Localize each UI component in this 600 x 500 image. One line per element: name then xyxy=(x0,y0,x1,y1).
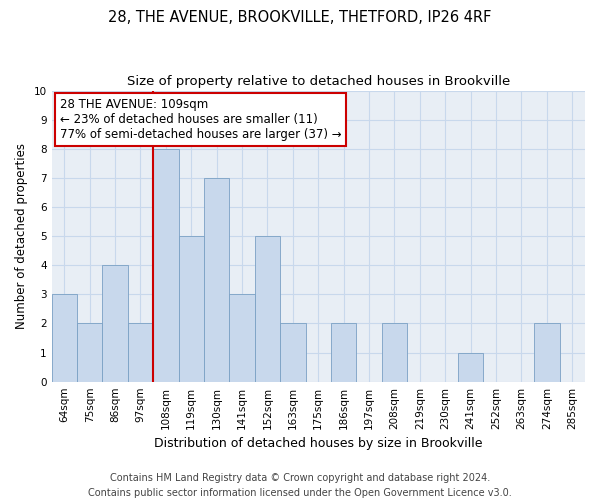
Bar xyxy=(331,324,356,382)
Text: 28 THE AVENUE: 109sqm
← 23% of detached houses are smaller (11)
77% of semi-deta: 28 THE AVENUE: 109sqm ← 23% of detached … xyxy=(59,98,341,141)
Bar xyxy=(534,324,560,382)
Bar xyxy=(458,352,484,382)
X-axis label: Distribution of detached houses by size in Brookville: Distribution of detached houses by size … xyxy=(154,437,482,450)
Text: Contains HM Land Registry data © Crown copyright and database right 2024.
Contai: Contains HM Land Registry data © Crown c… xyxy=(88,472,512,498)
Bar xyxy=(280,324,305,382)
Bar xyxy=(103,265,128,382)
Bar xyxy=(382,324,407,382)
Bar xyxy=(204,178,229,382)
Bar xyxy=(77,324,103,382)
Title: Size of property relative to detached houses in Brookville: Size of property relative to detached ho… xyxy=(127,75,510,88)
Bar xyxy=(128,324,153,382)
Bar xyxy=(255,236,280,382)
Text: 28, THE AVENUE, BROOKVILLE, THETFORD, IP26 4RF: 28, THE AVENUE, BROOKVILLE, THETFORD, IP… xyxy=(109,10,491,25)
Bar xyxy=(52,294,77,382)
Bar xyxy=(153,149,179,382)
Bar xyxy=(229,294,255,382)
Y-axis label: Number of detached properties: Number of detached properties xyxy=(15,143,28,329)
Bar xyxy=(179,236,204,382)
